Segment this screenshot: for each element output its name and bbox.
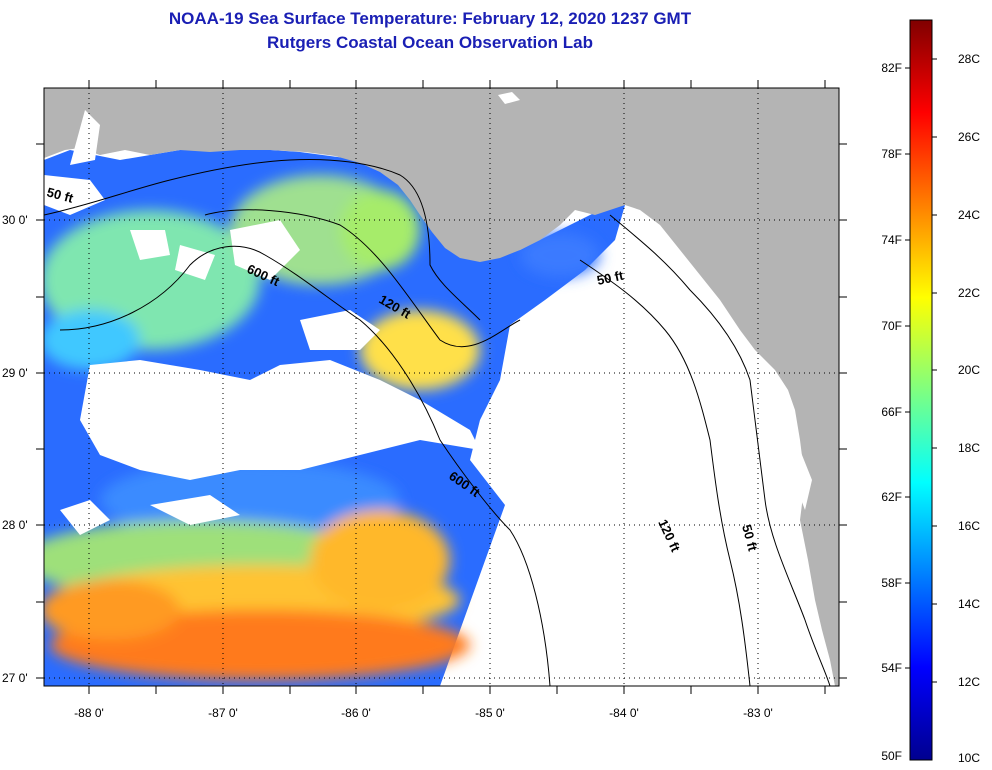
lon-tick-label: -86 0' [341, 706, 371, 720]
map-plot-area: 50 ft 600 ft 120 ft 600 ft 50 ft 120 ft … [44, 88, 839, 686]
colorbar-c-label: 10C [958, 751, 980, 765]
lon-tick-label: -87 0' [208, 706, 238, 720]
colorbar-c-label: 22C [958, 286, 980, 300]
contour-label: 50 ft [739, 523, 761, 553]
sst-swath [44, 148, 625, 686]
colorbar-f-label: 50F [881, 749, 902, 763]
colorbar-c-label: 16C [958, 519, 980, 533]
colorbar-c-label: 14C [958, 597, 980, 611]
contour-label: 50 ft [45, 184, 75, 206]
colorbar-c-label: 12C [958, 675, 980, 689]
map-frame [43, 87, 840, 687]
map-title: NOAA-19 Sea Surface Temperature: Februar… [168, 9, 692, 28]
colorbar-c-label: 26C [958, 130, 980, 144]
land-mass [44, 88, 839, 686]
depth-contours [44, 159, 831, 686]
lat-tick-label: 27 0' [2, 671, 28, 685]
colorbar-c-label: 28C [958, 52, 980, 66]
lon-tick-label: -83 0' [743, 706, 773, 720]
lat-tick-label: 30 0' [2, 213, 28, 227]
colorbar: 82F 78F 74F 70F 66F 62F 58F 54F 50F 28C … [881, 19, 980, 765]
lat-tick-label: 29 0' [2, 366, 28, 380]
colorbar-f-label: 78F [881, 147, 902, 161]
colorbar-c-label: 18C [958, 441, 980, 455]
colorbar-f-label: 82F [881, 61, 902, 75]
lon-tick-label: -84 0' [609, 706, 639, 720]
lat-tick-label: 28 0' [2, 518, 28, 532]
colorbar-f-label: 62F [881, 490, 902, 504]
lon-tick-label: -88 0' [74, 706, 104, 720]
colorbar-f-label: 54F [881, 661, 902, 675]
colorbar-f-label: 70F [881, 319, 902, 333]
axis-ticks [36, 80, 847, 694]
colorbar-f-label: 74F [881, 233, 902, 247]
colorbar-f-label: 66F [881, 405, 902, 419]
colorbar-c-label: 24C [958, 208, 980, 222]
map-subtitle: Rutgers Coastal Ocean Observation Lab [267, 33, 593, 52]
contour-label: 50 ft [596, 268, 626, 288]
colorbar-gradient [909, 19, 933, 761]
lon-tick-label: -85 0' [475, 706, 505, 720]
colorbar-f-label: 58F [881, 576, 902, 590]
colorbar-c-label: 20C [958, 363, 980, 377]
